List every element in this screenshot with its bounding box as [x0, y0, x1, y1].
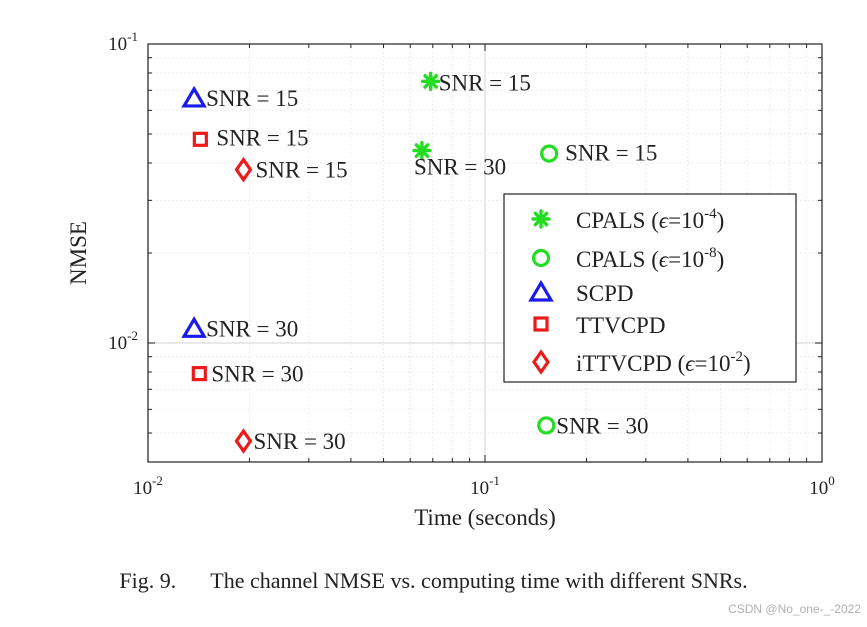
- data-point: [540, 144, 559, 163]
- series-square: [191, 131, 208, 382]
- data-point: [192, 131, 208, 147]
- legend-label: TTVCPD: [576, 313, 665, 338]
- series-circle: [537, 144, 559, 435]
- data-point: [420, 71, 441, 92]
- legend-label: iTTVCPD (ϵ=10-2): [576, 349, 751, 376]
- x-tick-label: 10-1: [470, 473, 500, 499]
- point-label: SNR = 15: [565, 141, 657, 166]
- legend-label: CPALS (ϵ=10-8): [576, 245, 724, 272]
- figure-caption: Fig. 9. The channel NMSE vs. computing ti…: [0, 568, 867, 594]
- point-label: SNR = 30: [211, 362, 303, 387]
- caption-text: The channel NMSE vs. computing time with…: [210, 568, 748, 593]
- point-label: SNR = 30: [206, 316, 298, 341]
- data-point: [191, 366, 207, 382]
- tick-marks: [147, 44, 822, 463]
- legend-marker: [532, 349, 550, 375]
- legend-marker: [533, 316, 549, 332]
- data-point: [412, 140, 432, 161]
- point-label: SNR = 15: [255, 158, 347, 183]
- x-tick-label: 100: [809, 473, 835, 499]
- nmse-vs-time-chart: 10-2 10-1 100 10-2 10-1 Time (seconds) NMSE SNR…: [66, 29, 835, 530]
- figure-number: Fig. 9.: [119, 568, 177, 593]
- data-point: [234, 428, 253, 454]
- legend: CPALS (ϵ=10-4) CPALS (ϵ=10-8) SCPD TTVCPD iT…: [503, 193, 797, 383]
- series-asterisk: [412, 71, 441, 161]
- legend-marker: [528, 279, 554, 302]
- point-label: SNR = 30: [414, 155, 506, 180]
- legend-marker: [531, 209, 551, 229]
- legend-label: SCPD: [576, 281, 634, 306]
- x-tick-label: 10-2: [133, 473, 163, 499]
- legend-label: CPALS (ϵ=10-4): [576, 206, 724, 233]
- x-axis-label: Time (seconds): [414, 505, 556, 530]
- data-point: [234, 156, 253, 183]
- data-point: [181, 316, 207, 338]
- data-point: [181, 85, 207, 108]
- watermark: CSDN @No_one-_-2022: [728, 602, 861, 616]
- axes-frame: [147, 43, 823, 463]
- point-label: SNR = 30: [253, 429, 345, 454]
- legend-marker: [531, 248, 551, 268]
- y-tick-label: 10-2: [108, 328, 138, 354]
- y-axis-label: NMSE: [66, 221, 91, 285]
- data-point: [537, 416, 556, 435]
- point-label: SNR = 15: [439, 70, 531, 95]
- legend-box: [503, 193, 797, 383]
- point-label: SNR = 15: [216, 125, 308, 150]
- series-triangle: [181, 85, 207, 338]
- series-diamond: [234, 156, 253, 454]
- point-label: SNR = 30: [556, 413, 648, 438]
- y-tick-label: 10-1: [108, 29, 138, 55]
- point-label: SNR = 15: [206, 86, 298, 111]
